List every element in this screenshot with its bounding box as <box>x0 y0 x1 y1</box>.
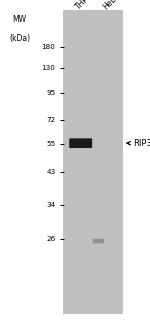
Text: 43: 43 <box>46 169 56 175</box>
FancyBboxPatch shape <box>69 138 92 148</box>
Bar <box>63 10 123 314</box>
Text: 34: 34 <box>46 202 56 208</box>
Text: 26: 26 <box>46 236 56 242</box>
Text: 180: 180 <box>42 44 56 50</box>
Text: HeLa: HeLa <box>102 0 122 11</box>
Text: 95: 95 <box>46 90 56 96</box>
Text: 72: 72 <box>46 117 56 123</box>
FancyBboxPatch shape <box>93 239 104 243</box>
Text: (kDa): (kDa) <box>9 34 30 43</box>
Text: 55: 55 <box>46 141 56 147</box>
Text: THP-1: THP-1 <box>74 0 96 11</box>
Text: RIP3: RIP3 <box>133 139 150 148</box>
Text: MW: MW <box>12 15 27 24</box>
Text: 130: 130 <box>42 65 56 71</box>
